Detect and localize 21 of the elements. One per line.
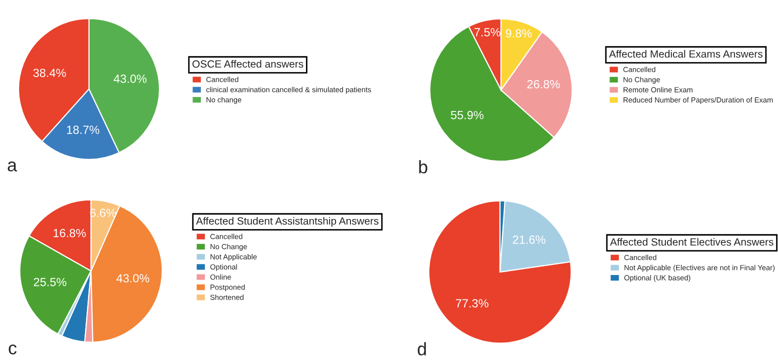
- data-label: 9.8%: [506, 29, 532, 38]
- data-label: 38.4%: [33, 68, 66, 78]
- data-label: 25.5%: [34, 278, 66, 286]
- data-label: 26.8%: [527, 80, 560, 88]
- data-label: 21.6%: [512, 235, 546, 244]
- legend-title: OSCE Affected answers: [192, 60, 304, 68]
- data-label: 43.0%: [116, 274, 150, 282]
- text: a: [8, 162, 18, 172]
- data-label: 55.9%: [450, 110, 484, 120]
- legend-title: Affected Medical Exams Answers: [609, 50, 762, 58]
- legend-title: Affected Student Assistantship Answers: [196, 217, 378, 227]
- data-label: 77.3%: [456, 299, 488, 308]
- text: d: [418, 342, 426, 356]
- data-label: 7.5%: [474, 28, 500, 36]
- data-label: 43.0%: [114, 74, 147, 83]
- legend-title: Affected Student Electives Answers: [610, 238, 774, 246]
- data-label: 18.7%: [67, 126, 100, 134]
- text: b: [419, 160, 428, 174]
- pie-slice: [428, 200, 572, 344]
- data-label: 16.8%: [54, 228, 86, 238]
- text: c: [8, 344, 17, 354]
